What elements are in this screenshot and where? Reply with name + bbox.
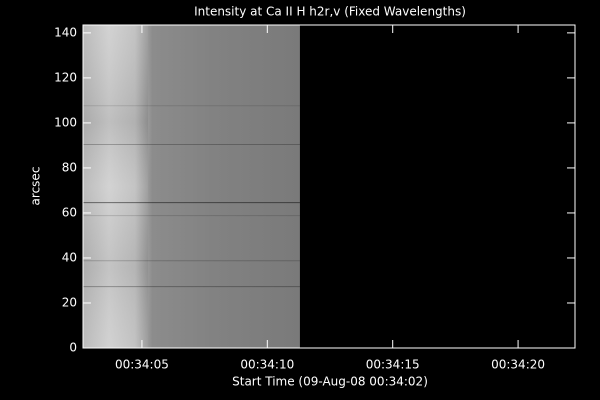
chart-title: Intensity at Ca II H h2r,v (Fixed Wavele… <box>194 5 466 19</box>
y-tick-label: 0 <box>69 341 77 355</box>
x-tick-label: 00:34:15 <box>366 358 420 372</box>
y-tick-label: 140 <box>54 25 77 39</box>
x-tick-label: 00:34:05 <box>115 358 169 372</box>
image-texture <box>83 25 149 348</box>
y-tick-label: 80 <box>62 160 77 174</box>
y-tick-label: 40 <box>62 250 77 264</box>
y-tick-label: 20 <box>62 295 77 309</box>
x-axis-label: Start Time (09-Aug-08 00:34:02) <box>232 375 428 389</box>
y-tick-label: 60 <box>62 205 77 219</box>
plot-frame <box>82 24 576 349</box>
y-tick-label: 120 <box>54 70 77 84</box>
y-tick-label: 100 <box>54 115 77 129</box>
image-layer <box>83 25 300 348</box>
y-axis-label: arcsec <box>29 167 43 206</box>
x-tick-label: 00:34:20 <box>491 358 545 372</box>
x-tick-label: 00:34:10 <box>240 358 294 372</box>
